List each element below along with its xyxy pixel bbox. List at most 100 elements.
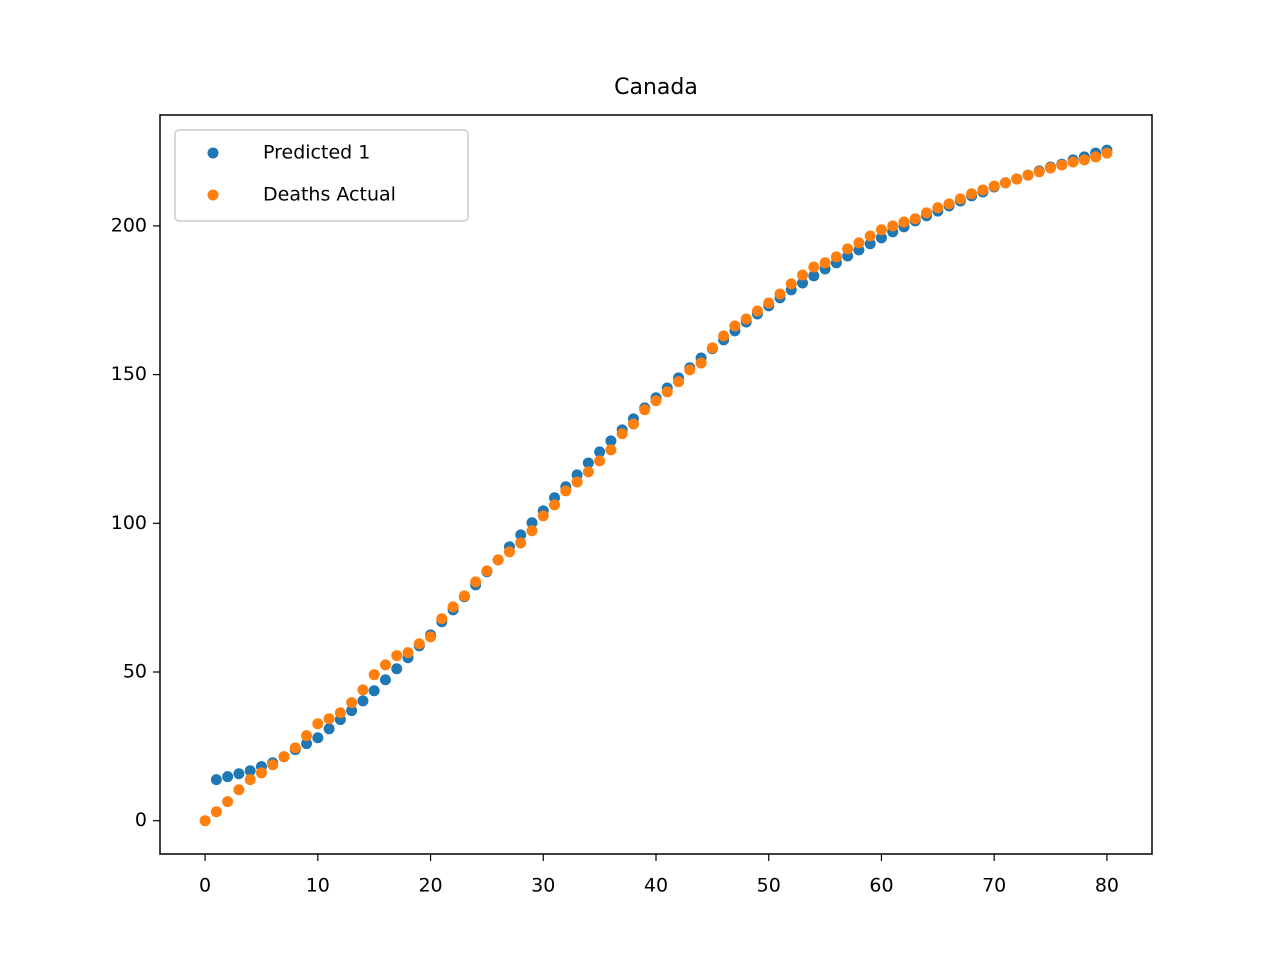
point [740,313,752,325]
point [492,554,504,566]
point [233,768,245,780]
point [999,177,1011,189]
point [301,738,313,750]
point [1078,154,1090,166]
x-tick-label: 0 [199,875,211,897]
x-tick-label: 60 [869,875,893,897]
point [1090,151,1102,163]
point [650,395,662,407]
point [289,742,301,754]
point [357,684,369,696]
point [301,730,313,742]
point [244,774,256,786]
point [797,277,809,289]
point [1045,162,1057,174]
point [334,707,346,719]
point [830,251,842,263]
point [210,774,222,786]
point [887,220,899,232]
legend-marker [207,189,219,201]
point [278,751,290,763]
point [379,659,391,671]
point [470,576,482,588]
x-tick-label: 80 [1095,875,1119,897]
point [695,357,707,369]
x-tick-label: 10 [306,875,330,897]
point [785,278,797,290]
x-tick-label: 50 [757,875,781,897]
point [954,193,966,205]
y-tick-label: 100 [111,512,147,534]
point [594,455,606,467]
point [267,759,279,771]
point [244,765,256,777]
point [458,590,470,602]
point [255,767,267,779]
point [627,418,639,430]
point [853,237,865,249]
point [549,499,561,511]
point [515,529,527,541]
legend-label: Deaths Actual [263,184,396,206]
point [1011,173,1023,185]
point [526,525,538,537]
point [763,297,775,309]
point [751,305,763,317]
point [797,269,809,281]
y-tick-label: 200 [111,214,147,236]
point [582,466,594,478]
point [379,674,391,686]
point [515,537,527,549]
point [222,771,234,783]
point [1067,156,1079,168]
point [842,243,854,255]
point [988,180,1000,192]
y-tick-label: 50 [123,661,147,683]
point [1101,147,1113,159]
point [605,435,617,447]
x-tick-label: 40 [644,875,668,897]
point [368,669,380,681]
point [909,213,921,225]
point [233,784,245,796]
point [436,613,448,625]
point [898,216,910,228]
point [921,207,933,219]
point [391,663,403,675]
point [661,386,673,398]
point [706,342,718,354]
chart-title: Canada [614,75,698,100]
point [774,288,786,300]
point [1056,159,1068,171]
y-tick-label: 0 [135,809,147,831]
point [425,631,437,643]
legend-box [174,129,469,222]
point [864,238,876,250]
point [210,806,222,818]
point [718,330,730,342]
point [943,198,955,210]
point [503,546,515,558]
point [819,257,831,269]
point [222,796,234,808]
point [323,723,335,735]
point [875,224,887,236]
point [1033,166,1045,178]
x-tick-label: 70 [982,875,1006,897]
point [875,232,887,244]
point [391,650,403,662]
point [447,601,459,613]
point [864,230,876,242]
plot-frame [159,114,1153,855]
legend-label: Predicted 1 [263,142,370,164]
point [966,188,978,200]
point [684,364,696,376]
point [560,485,572,497]
point [312,732,324,744]
point [594,446,606,458]
point [526,517,538,529]
point [808,261,820,273]
point [346,705,358,717]
point [571,476,583,488]
point [346,697,358,709]
